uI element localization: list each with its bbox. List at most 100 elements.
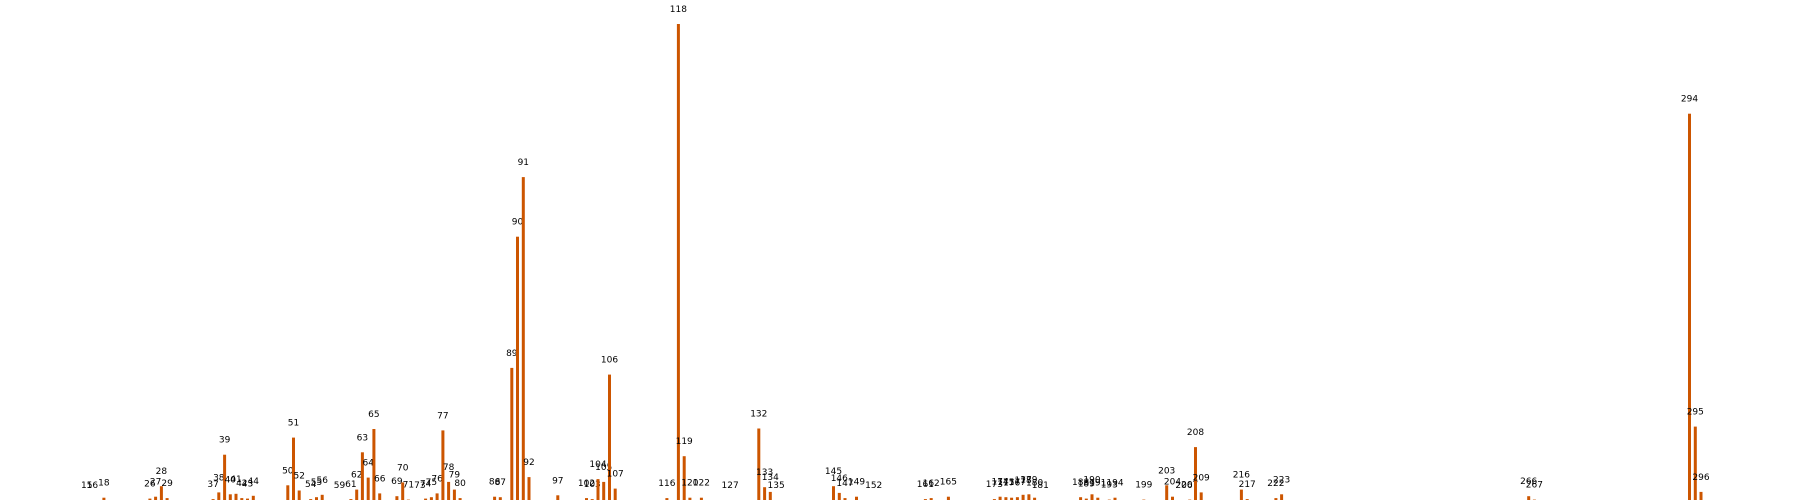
bar-132 xyxy=(757,428,761,500)
bar-104 xyxy=(596,479,600,500)
bar-label-15: 15 xyxy=(81,481,92,491)
bar-204 xyxy=(1171,496,1174,500)
bar-77 xyxy=(441,430,445,500)
bar-296 xyxy=(1699,491,1703,500)
bar-label-78: 78 xyxy=(443,463,455,473)
bar-label-107: 107 xyxy=(607,470,624,480)
bar-76 xyxy=(435,493,439,500)
bar-label-102: 102 xyxy=(578,479,595,489)
bar-label-175: 175 xyxy=(997,478,1014,488)
bar-label-39: 39 xyxy=(219,436,231,446)
bar-label-91: 91 xyxy=(518,158,529,168)
bar-97 xyxy=(556,495,560,500)
bar-label-191: 191 xyxy=(1089,479,1106,489)
bar-label-70: 70 xyxy=(397,463,409,473)
bar-label-296: 296 xyxy=(1692,473,1709,483)
bar-label-222: 222 xyxy=(1267,479,1284,489)
bar-label-145: 145 xyxy=(825,467,842,477)
bar-label-29: 29 xyxy=(161,479,173,489)
bar-119 xyxy=(682,456,686,500)
bar-label-73: 73 xyxy=(414,481,425,491)
bar-label-71: 71 xyxy=(403,481,414,491)
bar-label-223: 223 xyxy=(1273,475,1290,485)
bar-266 xyxy=(1527,496,1531,500)
bar-120 xyxy=(688,497,692,500)
bar-63 xyxy=(360,452,364,500)
bar-label-178: 178 xyxy=(1015,476,1032,486)
bar-26 xyxy=(148,498,152,500)
bar-label-173: 173 xyxy=(986,480,1003,490)
bar-51 xyxy=(292,437,295,500)
bar-223 xyxy=(1280,494,1284,500)
bar-label-16: 16 xyxy=(87,481,99,491)
bar-18 xyxy=(102,497,106,500)
bar-55 xyxy=(315,497,318,500)
bar-50 xyxy=(286,485,290,500)
bar-label-217: 217 xyxy=(1239,480,1256,490)
bar-69 xyxy=(395,496,399,500)
bar-label-188: 188 xyxy=(1072,478,1089,488)
bar-label-179: 179 xyxy=(1020,475,1037,485)
bar-label-162: 162 xyxy=(923,479,940,489)
bar-74 xyxy=(424,498,428,500)
bar-label-44: 44 xyxy=(248,477,260,487)
bar-label-161: 161 xyxy=(917,480,934,490)
bar-194 xyxy=(1113,497,1117,500)
bar-107 xyxy=(613,488,617,500)
bar-label-194: 194 xyxy=(1106,479,1123,489)
bar-label-40: 40 xyxy=(225,475,237,485)
bar-176 xyxy=(1010,497,1014,500)
bar-label-50: 50 xyxy=(282,466,294,476)
bar-75 xyxy=(429,497,433,500)
bar-label-118: 118 xyxy=(670,5,687,15)
bar-label-41: 41 xyxy=(230,475,241,485)
bar-106 xyxy=(608,374,611,500)
bar-label-62: 62 xyxy=(351,471,362,481)
bar-102 xyxy=(585,498,588,500)
bar-label-207: 207 xyxy=(1181,481,1198,491)
bar-80 xyxy=(458,498,462,500)
bar-203 xyxy=(1165,485,1169,500)
bar-145 xyxy=(832,486,835,500)
bar-149 xyxy=(855,496,858,500)
bar-90 xyxy=(516,236,519,500)
bar-label-147: 147 xyxy=(836,479,853,489)
bar-label-66: 66 xyxy=(374,474,386,484)
bar-86 xyxy=(493,496,497,500)
bar-label-76: 76 xyxy=(431,474,443,484)
bar-label-119: 119 xyxy=(676,437,693,447)
bar-29 xyxy=(165,498,169,500)
bar-label-189: 189 xyxy=(1078,480,1095,490)
bar-42 xyxy=(240,498,244,500)
bar-label-89: 89 xyxy=(506,349,518,359)
bar-label-75: 75 xyxy=(426,478,437,488)
bar-label-208: 208 xyxy=(1187,428,1204,438)
bar-65 xyxy=(372,429,376,500)
bar-label-79: 79 xyxy=(449,471,461,481)
bar-label-103: 103 xyxy=(584,480,601,490)
bar-label-54: 54 xyxy=(305,480,317,490)
bar-41 xyxy=(234,493,238,500)
bar-label-38: 38 xyxy=(213,473,225,483)
bar-label-176: 176 xyxy=(1003,479,1020,489)
bar-label-180: 180 xyxy=(1026,479,1043,489)
bar-label-295: 295 xyxy=(1687,408,1704,418)
bar-label-56: 56 xyxy=(316,476,328,486)
bar-190 xyxy=(1090,494,1094,500)
bar-162 xyxy=(929,498,933,500)
bar-label-18: 18 xyxy=(98,479,110,489)
bar-175 xyxy=(1004,497,1008,500)
bar-44 xyxy=(251,495,255,500)
bar-label-152: 152 xyxy=(865,481,882,491)
bar-label-177: 177 xyxy=(1009,478,1026,488)
bar-222 xyxy=(1274,498,1278,500)
bar-191 xyxy=(1096,497,1100,500)
bar-label-87: 87 xyxy=(495,478,506,488)
bar-label-106: 106 xyxy=(601,356,618,366)
bar-label-51: 51 xyxy=(288,419,299,429)
bar-105 xyxy=(602,481,606,500)
bar-179 xyxy=(1027,494,1031,500)
bar-label-122: 122 xyxy=(693,479,710,489)
bar-label-61: 61 xyxy=(345,480,356,490)
bar-188 xyxy=(1079,497,1083,500)
